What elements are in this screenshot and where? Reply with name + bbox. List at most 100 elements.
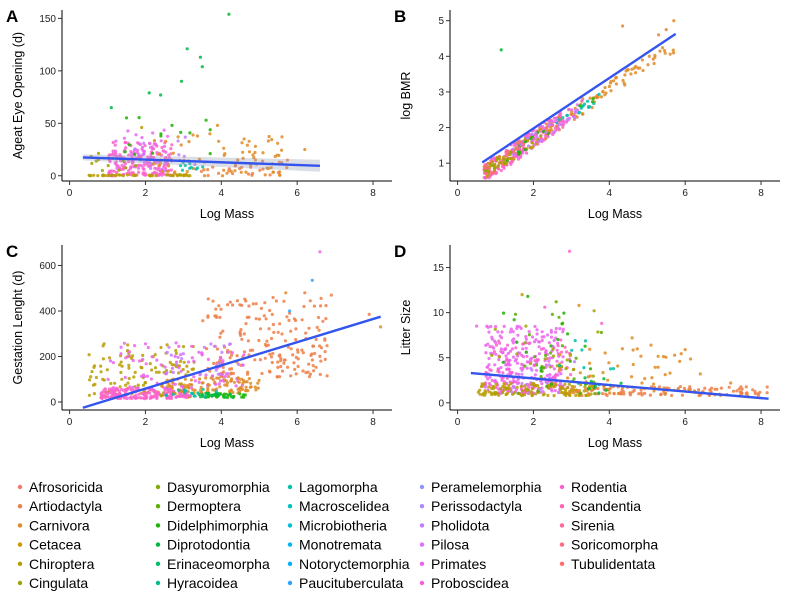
data-point bbox=[652, 61, 656, 66]
data-point bbox=[614, 82, 619, 86]
data-point bbox=[96, 151, 101, 155]
data-point bbox=[499, 349, 503, 353]
data-point bbox=[533, 355, 537, 359]
data-point bbox=[214, 307, 218, 311]
data-point bbox=[101, 173, 105, 177]
data-point bbox=[114, 154, 118, 158]
data-point bbox=[208, 152, 212, 156]
data-point bbox=[663, 392, 667, 396]
data-point bbox=[93, 382, 97, 386]
data-point bbox=[127, 363, 131, 367]
data-point bbox=[189, 378, 193, 382]
data-point bbox=[279, 359, 283, 363]
data-point bbox=[203, 394, 207, 398]
data-point bbox=[663, 373, 667, 377]
data-point bbox=[260, 371, 264, 376]
data-point bbox=[185, 364, 189, 368]
data-point bbox=[182, 388, 186, 392]
data-point bbox=[303, 291, 307, 295]
data-point bbox=[554, 300, 558, 304]
data-point bbox=[650, 376, 654, 380]
data-point bbox=[656, 354, 660, 358]
data-point bbox=[496, 330, 500, 334]
data-point bbox=[238, 303, 242, 307]
data-point bbox=[215, 347, 220, 351]
legend-swatch bbox=[155, 561, 161, 566]
data-point bbox=[604, 392, 608, 396]
data-point bbox=[179, 384, 184, 388]
data-point bbox=[521, 347, 525, 351]
data-point bbox=[218, 372, 222, 376]
data-point bbox=[209, 342, 213, 346]
data-point bbox=[244, 385, 248, 389]
data-point bbox=[498, 334, 502, 338]
data-point bbox=[591, 97, 595, 101]
data-point bbox=[303, 147, 307, 152]
data-point bbox=[208, 132, 212, 136]
data-point bbox=[137, 116, 141, 120]
data-point bbox=[301, 351, 305, 355]
data-point bbox=[130, 154, 134, 158]
data-point bbox=[206, 173, 210, 178]
data-point bbox=[270, 138, 274, 142]
data-point bbox=[276, 141, 280, 145]
data-point bbox=[123, 141, 127, 145]
legend-item: Erinaceomorpha bbox=[155, 556, 270, 572]
legend-label: Monotremata bbox=[299, 537, 382, 553]
data-point bbox=[557, 364, 562, 368]
data-point bbox=[115, 170, 119, 175]
data-point bbox=[546, 135, 550, 139]
legend-item: Chiroptera bbox=[17, 556, 95, 572]
data-point bbox=[551, 132, 555, 137]
data-point bbox=[193, 394, 197, 398]
data-point bbox=[276, 365, 280, 369]
data-point bbox=[170, 123, 174, 127]
data-point bbox=[208, 128, 212, 132]
data-point bbox=[544, 122, 549, 126]
legend-swatch bbox=[287, 484, 293, 490]
data-point bbox=[125, 396, 129, 401]
data-point bbox=[508, 153, 512, 157]
data-point bbox=[487, 363, 491, 367]
data-point bbox=[142, 141, 146, 145]
data-point bbox=[226, 350, 230, 354]
data-point bbox=[263, 342, 267, 347]
data-point bbox=[249, 385, 253, 389]
data-point bbox=[123, 162, 127, 166]
legend-item: Cingulata bbox=[17, 575, 88, 591]
data-point bbox=[245, 380, 249, 384]
data-point bbox=[538, 387, 542, 391]
data-point bbox=[651, 57, 655, 61]
data-point bbox=[584, 387, 588, 391]
x-axis-title: Log Mass bbox=[200, 436, 254, 450]
data-point bbox=[119, 360, 123, 364]
data-point bbox=[668, 371, 672, 375]
data-point bbox=[286, 365, 290, 369]
legend-swatch bbox=[17, 523, 23, 528]
data-point bbox=[167, 153, 171, 157]
x-tick-label: 2 bbox=[531, 188, 537, 199]
data-point bbox=[153, 389, 157, 393]
data-point bbox=[560, 322, 564, 326]
data-point bbox=[515, 352, 519, 356]
data-point bbox=[607, 84, 612, 89]
panel-d: D 0 2 4 6 8 0 5 10 15 Log Mass Litter Size bbox=[394, 242, 780, 450]
legend-swatch bbox=[419, 523, 425, 528]
data-point bbox=[517, 372, 521, 376]
data-point bbox=[131, 385, 135, 389]
data-point bbox=[166, 396, 170, 400]
data-point bbox=[484, 343, 488, 347]
data-point bbox=[134, 393, 138, 397]
data-point bbox=[502, 161, 506, 165]
data-point bbox=[632, 388, 636, 392]
data-point bbox=[164, 139, 168, 143]
data-point bbox=[247, 172, 251, 176]
data-point bbox=[539, 134, 543, 138]
data-point bbox=[228, 367, 232, 371]
data-point bbox=[87, 353, 91, 357]
data-point bbox=[225, 395, 230, 400]
data-point bbox=[502, 165, 506, 169]
data-point bbox=[563, 345, 567, 349]
data-point bbox=[140, 164, 144, 168]
data-point bbox=[177, 366, 181, 370]
